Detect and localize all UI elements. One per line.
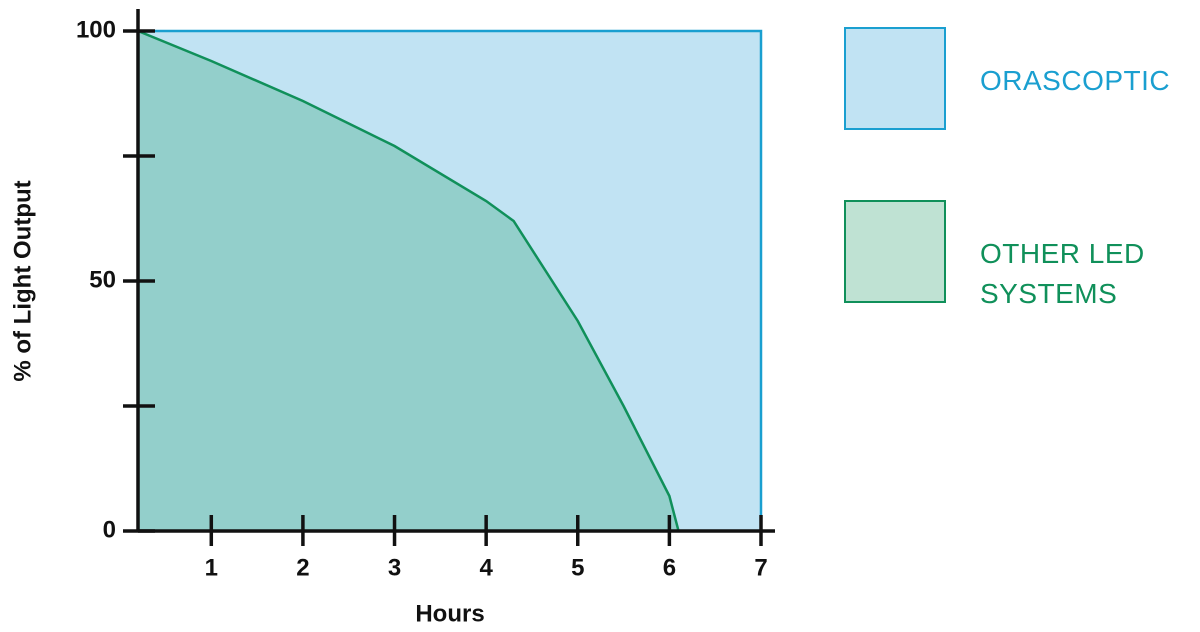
legend-label: OTHER LED SYSTEMS [980, 238, 1145, 309]
y-tick-label: 0 [103, 516, 116, 543]
x-tick-label: 3 [388, 554, 401, 581]
y-tick-label: 100 [76, 16, 116, 43]
x-tick-label: 7 [754, 554, 767, 581]
x-tick-label: 6 [663, 554, 676, 581]
x-tick-label: 5 [571, 554, 584, 581]
legend-swatch [844, 27, 946, 130]
plot-area [136, 29, 763, 533]
x-axis-label: Hours [415, 600, 484, 627]
x-tick-label: 4 [479, 554, 493, 581]
y-tick-label: 50 [89, 266, 116, 293]
area [136, 29, 681, 533]
x-tick-label: 1 [205, 554, 218, 581]
legend-swatch [844, 200, 946, 303]
legend-label: ORASCOPTIC [980, 65, 1171, 96]
x-tick-label: 2 [296, 554, 309, 581]
y-axis-label: % of Light Output [9, 180, 36, 381]
